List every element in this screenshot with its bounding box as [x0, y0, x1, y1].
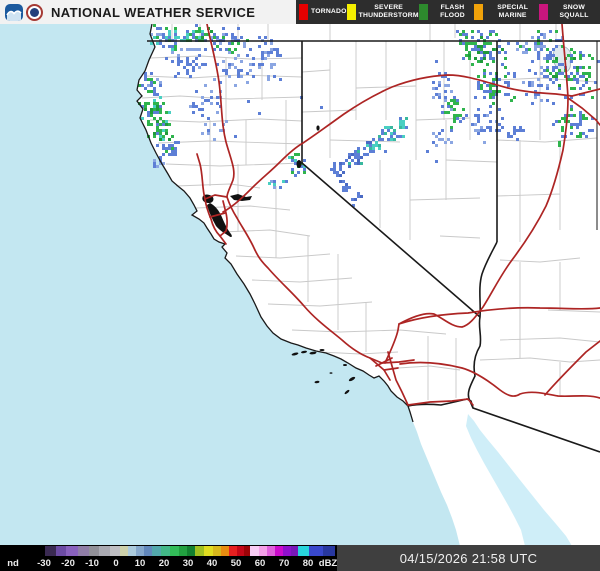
- ramp-segment: [283, 546, 291, 556]
- legend-swatch: [346, 4, 356, 20]
- dbz-tick-30: 30: [182, 558, 194, 569]
- dbz-tick-10: 10: [134, 558, 146, 569]
- ramp-segment: [2, 546, 45, 556]
- ramp-segment: [275, 546, 284, 556]
- dbz-tick--10: -10: [85, 558, 99, 569]
- ramp-segment: [44, 546, 57, 556]
- dbz-tick-dBZ: dBZ: [318, 558, 338, 569]
- ramp-segment: [213, 546, 221, 556]
- pacific-ocean: [0, 24, 460, 546]
- radar-map[interactable]: [0, 23, 600, 546]
- ramp-segment: [77, 546, 89, 556]
- legend-swatch: [418, 4, 428, 20]
- ramp-segment: [56, 546, 67, 556]
- ramp-segment: [267, 546, 276, 556]
- status-bar: nd -30 -20 -10 0 10 20 30 40 50 60 70 80 dBZ 04/15/20…: [0, 545, 600, 571]
- legend-item-snow-squall: SNOW SQUALL: [539, 4, 597, 20]
- legend-label: FLASH FLOOD: [440, 4, 465, 19]
- legend-label: SEVERE THUNDERSTORM: [358, 4, 419, 19]
- timestamp-panel: 04/15/2026 21:58 UTC: [337, 545, 600, 571]
- logo-group: [0, 3, 43, 21]
- legend-item-tornado: TORNADO: [299, 4, 347, 20]
- ramp-segment: [99, 546, 111, 556]
- ramp-segment: [243, 546, 251, 556]
- ramp-segment: [179, 546, 188, 556]
- legend-swatch: [474, 4, 484, 20]
- coastline: [136, 23, 414, 423]
- dbz-tick-40: 40: [206, 558, 218, 569]
- legend-item-special-marine: SPECIAL MARINE: [474, 4, 539, 20]
- dbz-tick--20: -20: [61, 558, 75, 569]
- ramp-segment: [161, 546, 171, 556]
- legend-swatch: [299, 4, 308, 20]
- ramp-segment: [170, 546, 180, 556]
- ramp-segment: [309, 546, 323, 556]
- ramp-segment: [128, 546, 137, 556]
- gulf-of-california: [466, 414, 572, 546]
- ramp-segment: [66, 546, 78, 556]
- dbz-tick-80: 80: [302, 558, 314, 569]
- highways: [196, 23, 600, 406]
- ramp-segment: [120, 546, 129, 556]
- ramp-segment: [290, 546, 298, 556]
- ramp-segment: [110, 546, 121, 556]
- ramp-segment: [228, 546, 237, 556]
- ramp-segment: [195, 546, 205, 556]
- ramp-segment: [152, 546, 162, 556]
- page-title: NATIONAL WEATHER SERVICE: [51, 4, 256, 20]
- dbz-tick-70: 70: [278, 558, 290, 569]
- ramp-segment: [220, 546, 229, 556]
- ramp-segment: [187, 546, 196, 556]
- county-lines: [141, 24, 600, 400]
- ramp-segment: [250, 546, 260, 556]
- ramp-segment: [88, 546, 100, 556]
- channel-islands: [291, 349, 356, 395]
- commerce-seal-icon[interactable]: [26, 3, 43, 21]
- ramp-segment: [136, 546, 145, 556]
- dbz-tick--30: -30: [37, 558, 51, 569]
- legend-label: SPECIAL MARINE: [497, 4, 529, 19]
- legend-item-severe-thunderstorm: SEVERE THUNDERSTORM: [346, 4, 419, 20]
- legend-swatch: [539, 4, 549, 20]
- noaa-logo-icon[interactable]: [5, 3, 23, 21]
- dbz-color-ramp: [2, 546, 335, 556]
- ramp-segment: [144, 546, 153, 556]
- dbz-tick-0: 0: [113, 558, 119, 569]
- hazard-legend: TORNADO SEVERE THUNDERSTORM FLASH FLOOD SPE…: [296, 0, 600, 24]
- legend-label: SNOW SQUALL: [559, 4, 589, 19]
- timestamp: 04/15/2026 21:58 UTC: [399, 550, 538, 566]
- legend-label: TORNADO: [311, 8, 347, 16]
- ramp-segment: [322, 546, 335, 556]
- dbz-tick-60: 60: [254, 558, 266, 569]
- legend-item-flash-flood: FLASH FLOOD: [418, 4, 475, 20]
- great-salt-lake: [552, 45, 572, 73]
- dbz-tick-20: 20: [158, 558, 170, 569]
- dbz-tick-50: 50: [230, 558, 242, 569]
- dbz-colorbar: nd -30 -20 -10 0 10 20 30 40 50 60 70 80 dBZ: [0, 545, 337, 571]
- ramp-segment: [297, 546, 310, 556]
- ramp-segment: [204, 546, 214, 556]
- ramp-segment: [236, 546, 244, 556]
- ramp-segment: [259, 546, 268, 556]
- dbz-tick-nd: nd: [7, 558, 19, 569]
